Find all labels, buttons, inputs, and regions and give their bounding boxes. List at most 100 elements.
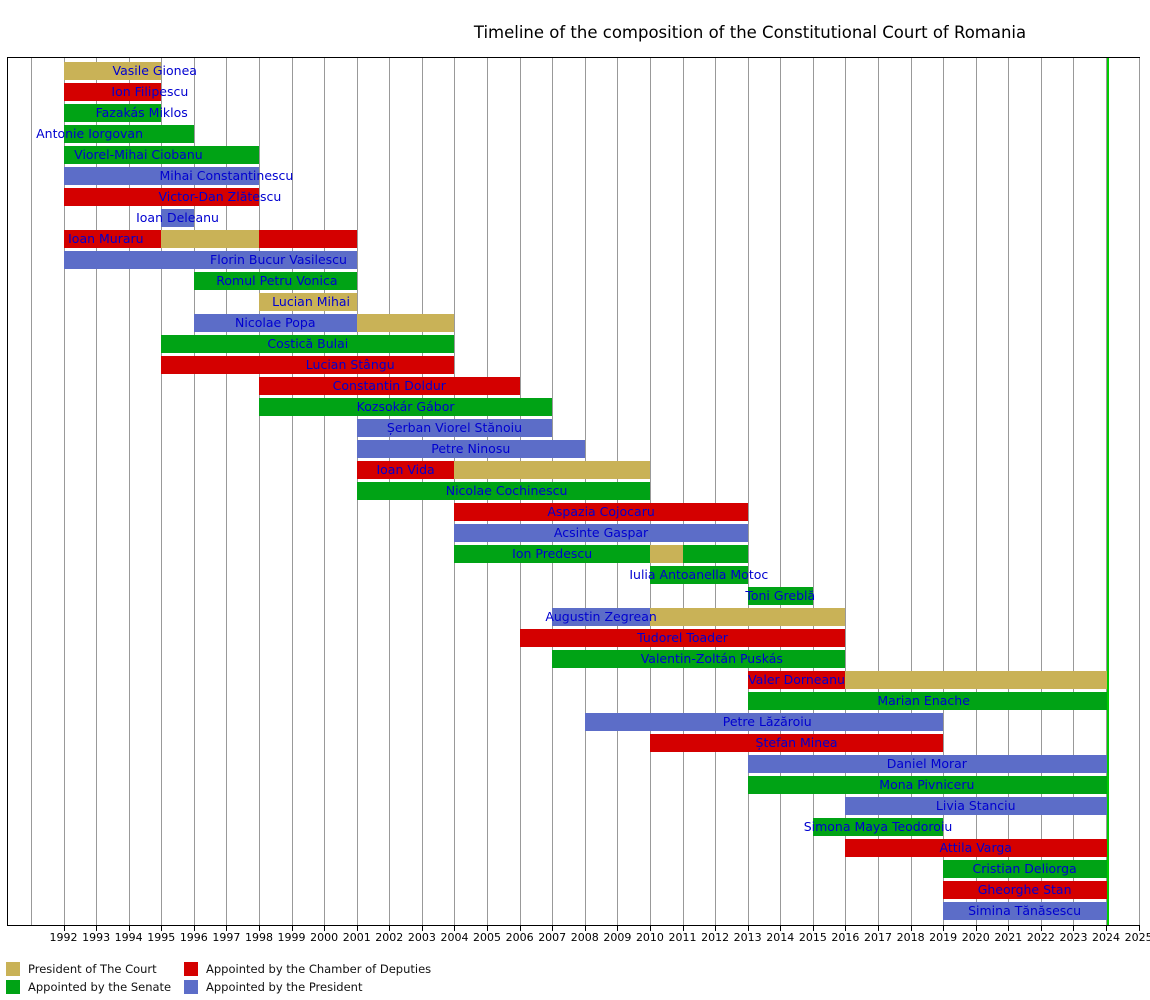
year-tick-label: 1994 [114,931,143,944]
timeline-bar-segment [747,587,813,605]
gridline-year-1998 [258,57,260,925]
year-tick-label: 2004 [440,931,469,944]
judge-name-label: Nicolae Cochinescu [445,483,568,498]
year-tick [780,925,782,931]
gridline-year-1991 [30,57,32,925]
year-tick-label: 2008 [570,931,599,944]
year-tick [1073,925,1075,931]
judge-name-label: Șerban Viorel Stănoiu [386,420,523,435]
timeline-bar-segment [845,797,1109,815]
timeline-bar-segment [454,461,650,479]
timeline-bar-segment [63,230,162,248]
year-tick [649,925,651,931]
timeline-bar-segment [454,503,748,521]
timeline-bar-segment [552,650,846,668]
gridline-year-2023 [1073,57,1075,925]
year-tick [519,925,521,931]
judge-name-label: Tudorel Toader [637,630,728,645]
year-tick-label: 2019 [929,931,958,944]
timeline-bar-segment [519,629,846,647]
judge-name-label: Ioan Muraru [68,231,144,246]
year-tick-label: 1995 [147,931,176,944]
gridline-year-2011 [682,57,684,925]
timeline-bar-segment [258,230,357,248]
year-tick-label: 1997 [212,931,241,944]
year-tick-label: 2017 [864,931,892,944]
gridline-year-2020 [975,57,977,925]
judge-name-label: Victor-Dan Zlătescu [158,189,282,204]
timeline-bar-segment [845,839,1109,857]
year-tick [258,925,260,931]
year-tick [389,925,391,931]
timeline-bar-segment [649,545,683,563]
year-tick [617,925,619,931]
year-tick-label: 1992 [49,931,78,944]
x-axis-line [7,925,1140,926]
judge-name-label: Fazakás Miklos [95,105,188,120]
year-tick [1138,925,1140,931]
timeline-bar-segment [63,188,259,206]
timeline-bar-segment [63,125,194,143]
timeline-bar-segment [161,209,194,227]
timeline-bar-segment [747,755,1109,773]
year-tick-label: 2016 [831,931,860,944]
gridline-year-1995 [161,57,163,925]
timeline-bar-segment [356,419,553,437]
present-day-line [1107,57,1110,925]
judge-name-label: Costică Bulai [267,336,349,351]
year-tick [96,925,98,931]
timeline-bar-segment [193,272,357,290]
judge-name-label: Antonie Iorgovan [36,126,144,141]
year-tick-label: 2024 [1092,931,1121,944]
judge-name-label: Livia Stanciu [935,798,1016,813]
year-tick-label: 2012 [701,931,730,944]
year-tick-label: 1999 [277,931,306,944]
year-tick-label: 2009 [603,931,632,944]
judge-name-label: Ioan Deleanu [136,210,219,225]
timeline-bar-segment [682,545,748,563]
timeline-bar-segment [747,671,846,689]
year-tick [291,925,293,931]
year-tick [747,925,749,931]
timeline-bar-segment [356,314,455,332]
plot-frame-left [7,57,8,925]
gridline-year-2019 [943,57,945,925]
year-tick-label: 2011 [668,931,697,944]
year-tick-label: 2002 [375,931,404,944]
timeline-bar-segment [63,251,357,269]
year-tick [845,925,847,931]
timeline-bar-segment [63,83,162,101]
legend-label-senate: Appointed by the Senate [28,980,172,994]
judge-name-label: Aspazia Cojocaru [547,504,655,519]
year-tick [487,925,489,931]
timeline-bar-segment [258,377,520,395]
legend-swatch-president [184,980,198,994]
judge-name-label: Cristian Deliorga [972,861,1077,876]
year-tick [128,925,130,931]
timeline-bar-segment [943,860,1109,878]
year-tick-label: 2001 [342,931,371,944]
judge-name-label: Constantin Doldur [332,378,446,393]
timeline-bar-segment [258,398,553,416]
year-tick [1040,925,1042,931]
chart-title: Timeline of the composition of the Const… [473,23,1027,42]
timeline-bar-segment [454,545,650,563]
plot-frame-top [7,57,1140,58]
timeline-bar-segment [747,776,1109,794]
year-tick [910,925,912,931]
year-tick [1106,925,1108,931]
gridline-year-2016 [845,57,847,925]
legend-swatch-court_president [6,962,20,976]
legend-swatch-senate [6,980,20,994]
gridline-year-2017 [878,57,879,925]
timeline-bar-segment [356,461,455,479]
legend-label-president: Appointed by the President [206,980,363,994]
year-tick-label: 2023 [1059,931,1088,944]
judge-name-label: Gheorghe Stan [977,882,1072,897]
year-tick [878,925,879,931]
year-tick [226,925,228,931]
year-tick-label: 2018 [896,931,925,944]
judge-name-label: Mona Pivniceru [879,777,975,792]
timeline-bar-segment [258,293,357,311]
